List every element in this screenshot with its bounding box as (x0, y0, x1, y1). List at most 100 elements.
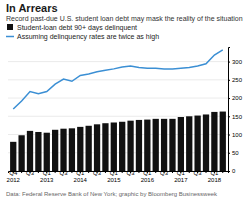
bar (94, 124, 100, 171)
bar (102, 123, 108, 171)
x-tick-mark (138, 171, 139, 173)
y-axis-line (229, 48, 231, 172)
x-tick-mark (222, 171, 223, 173)
x-tick-label: Q3 (26, 170, 35, 176)
x-tick (71, 171, 72, 173)
footer: Data: Federal Reserve Bank of New York; … (6, 191, 218, 197)
x-tick: Q12018 (208, 170, 222, 183)
bar (136, 120, 142, 171)
x-tick (21, 171, 22, 173)
text-line: 2016 (141, 177, 155, 183)
text-line: Assuming delinquency rates are twice as … (17, 33, 159, 41)
text-line: Q1 (43, 170, 52, 176)
text-line: Student-loan debt 90+ days delinquent (17, 24, 137, 32)
y-tick-label: 300 (232, 59, 243, 65)
bar (111, 122, 117, 171)
bar (169, 119, 175, 171)
y-tick-label: 50 (232, 150, 239, 156)
bar (178, 117, 184, 171)
title: In Arrears (6, 2, 58, 14)
x-tick-label: Q12013 (40, 170, 54, 183)
x-tick-mark (172, 171, 173, 173)
x-tick (206, 171, 207, 173)
x-tick (55, 171, 56, 173)
x-tick-label: Q3 (160, 170, 169, 176)
grid-line (8, 79, 228, 80)
x-tick-mark (71, 171, 72, 173)
chart: In ArrearsRecord past-due U.S. student l… (0, 0, 250, 200)
bar (60, 129, 66, 171)
legend-label: Assuming delinquency rates are twice as … (17, 33, 159, 41)
legend-item: Assuming delinquency rates are twice as … (6, 33, 159, 41)
y-tick-mark (228, 98, 230, 99)
x-tick: Q3 (127, 170, 136, 176)
y-tick: 150 (228, 114, 243, 120)
x-tick: Q12015 (107, 170, 121, 183)
marks (10, 50, 226, 171)
legend-label: Student-loan debt 90+ days delinquent (17, 24, 137, 32)
bar (52, 130, 58, 171)
bar (18, 135, 24, 171)
x-tick-label: Q12015 (107, 170, 121, 183)
bar (27, 131, 33, 171)
x-tick (138, 171, 139, 173)
x-tick-label: Q12017 (174, 170, 188, 183)
x-tick: Q3 (194, 170, 203, 176)
x-tick-mark (38, 171, 39, 173)
y-tick-mark (228, 153, 230, 154)
x-tick-mark (155, 171, 156, 173)
grid-line (8, 98, 228, 99)
x-tick: Q12017 (174, 170, 188, 183)
text-line: 2015 (107, 177, 121, 183)
x-tick-label: Q3 (194, 170, 203, 176)
x-tick-label: Q3 (93, 170, 102, 176)
bar (211, 112, 217, 171)
y-tick: 50 (228, 150, 239, 156)
text-line: Q3 (26, 170, 35, 176)
x-tick-mark (105, 171, 106, 173)
x-tick: Q12016 (141, 170, 155, 183)
y-tick-mark (228, 62, 230, 63)
y-tick: 200 (228, 95, 243, 101)
x-tick: Q3 (60, 170, 69, 176)
y-tick-label: 250 (232, 77, 243, 83)
text-line: 2012 (7, 177, 21, 183)
bar (220, 112, 226, 171)
y-tick: 100 (228, 132, 243, 138)
y-tick-mark (228, 135, 230, 136)
x-tick (105, 171, 106, 173)
x-tick: Q3 (26, 170, 35, 176)
line (13, 50, 223, 109)
x-tick: Q12014 (74, 170, 88, 183)
text-line: Q1 (177, 170, 186, 176)
x-tick (172, 171, 173, 173)
x-tick-label: Q12018 (208, 170, 222, 183)
bar (119, 122, 125, 171)
text-line: Q3 (160, 170, 169, 176)
x-tick-mark (21, 171, 22, 173)
text-line: Q3 (127, 170, 136, 176)
y-tick-mark (228, 116, 230, 117)
x-tick-label: Q12016 (141, 170, 155, 183)
y-tick-label: 200 (232, 95, 243, 101)
x-axis: Q42012Q3Q12013Q3Q12014Q3Q12015Q3Q12016Q3… (7, 170, 229, 183)
y-tick-label: 0 (232, 168, 236, 174)
bar (77, 127, 83, 171)
x-tick (38, 171, 39, 173)
y-axis: 0 50 100 150 200 250 300 (228, 48, 243, 175)
y-tick: 250 (228, 77, 243, 83)
text-line: Q4 (9, 170, 18, 176)
x-tick-mark (88, 171, 89, 173)
legend-swatch (6, 36, 14, 38)
bar (161, 119, 167, 171)
x-tick-mark (55, 171, 56, 173)
bar (153, 119, 159, 171)
x-tick-mark (206, 171, 207, 173)
x-tick-label: Q3 (60, 170, 69, 176)
grid (8, 62, 228, 171)
legend-swatch (7, 24, 13, 30)
x-tick (189, 171, 190, 173)
y-tick-mark (228, 171, 230, 172)
text-line: Q1 (110, 170, 119, 176)
x-tick: Q12013 (40, 170, 54, 183)
